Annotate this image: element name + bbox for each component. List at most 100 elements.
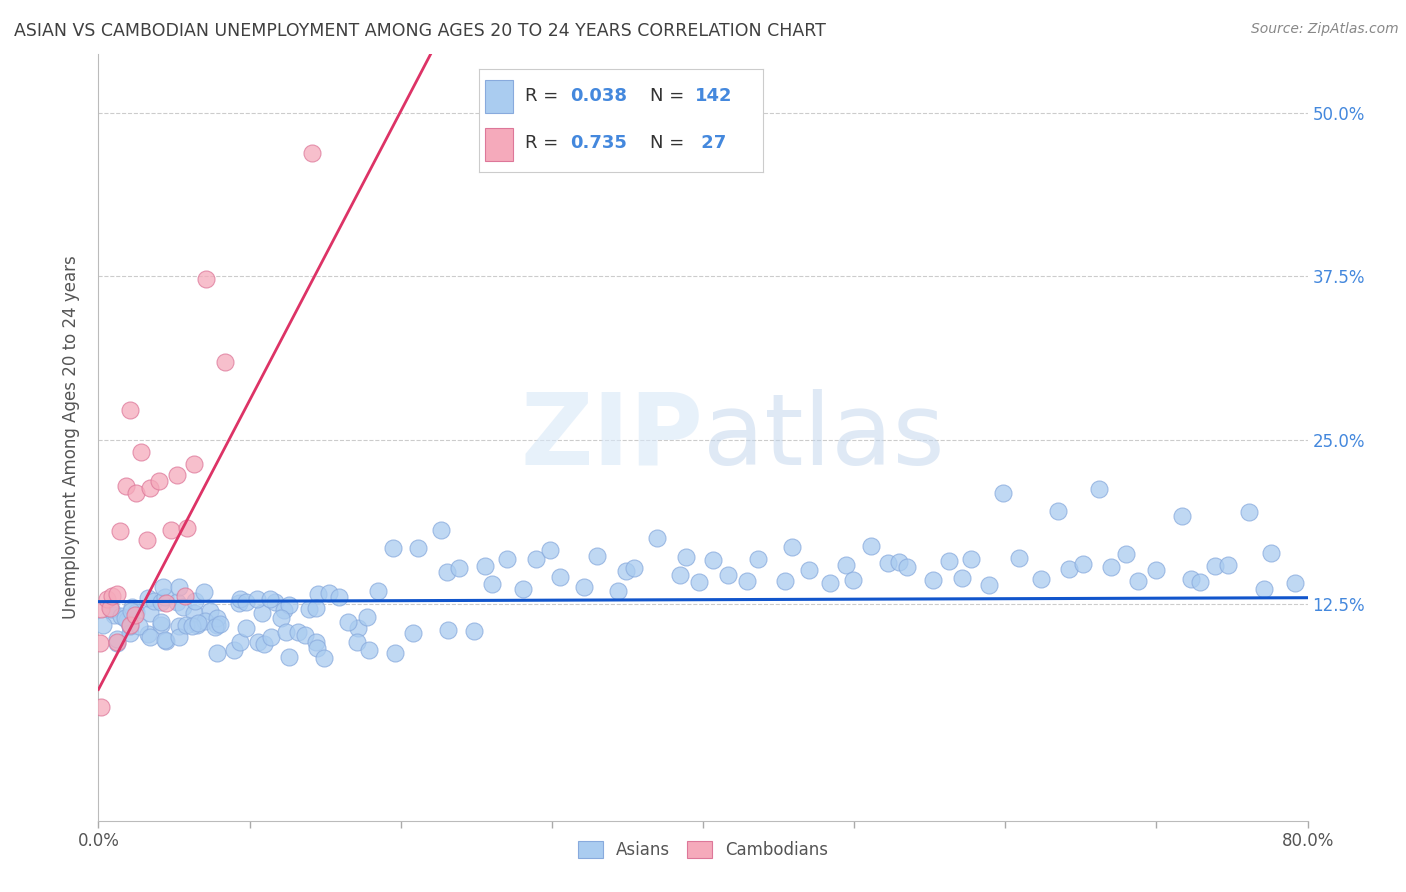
Point	[250, 606, 273, 620]
Point	[235, 621, 257, 635]
Point	[820, 576, 842, 591]
Point	[229, 591, 252, 606]
Point	[1253, 582, 1275, 596]
Point	[118, 618, 141, 632]
Point	[174, 589, 197, 603]
Point	[298, 601, 321, 615]
Point	[155, 596, 177, 610]
Point	[125, 605, 148, 619]
Point	[859, 540, 882, 554]
Text: atlas: atlas	[703, 389, 945, 485]
Point	[574, 580, 596, 594]
Point	[1115, 548, 1137, 562]
Point	[124, 608, 146, 623]
Point	[142, 594, 165, 608]
Point	[1073, 557, 1095, 571]
Point	[224, 642, 246, 657]
Point	[550, 570, 572, 584]
Point	[172, 600, 194, 615]
Point	[98, 601, 121, 615]
Point	[135, 533, 157, 548]
Point	[204, 620, 226, 634]
Point	[463, 624, 485, 639]
Point	[979, 578, 1001, 592]
Point	[139, 481, 162, 495]
Point	[775, 574, 797, 588]
Point	[274, 625, 297, 640]
Point	[150, 594, 173, 608]
Point	[669, 568, 692, 582]
Point	[359, 643, 381, 657]
Point	[90, 699, 112, 714]
Point	[960, 551, 983, 566]
Point	[842, 573, 865, 587]
Point	[260, 630, 283, 644]
Point	[384, 646, 406, 660]
Point	[623, 561, 645, 575]
Point	[184, 593, 207, 607]
Y-axis label: Unemployment Among Ages 20 to 24 years: Unemployment Among Ages 20 to 24 years	[62, 255, 80, 619]
Point	[205, 646, 228, 660]
Point	[117, 613, 139, 627]
Point	[114, 611, 136, 625]
Point	[735, 574, 758, 588]
Point	[195, 272, 218, 286]
Point	[246, 634, 269, 648]
Point	[180, 618, 202, 632]
Point	[645, 531, 668, 545]
Point	[474, 558, 496, 573]
Point	[101, 589, 124, 603]
Point	[273, 603, 295, 617]
Point	[307, 587, 329, 601]
Point	[675, 550, 697, 565]
Point	[318, 586, 340, 600]
Point	[430, 523, 453, 537]
Point	[125, 486, 148, 500]
Point	[228, 634, 250, 648]
Point	[149, 615, 172, 629]
Point	[121, 599, 143, 614]
Point	[540, 542, 562, 557]
Point	[1237, 505, 1260, 519]
Point	[337, 615, 360, 630]
Point	[481, 576, 503, 591]
Point	[278, 649, 301, 664]
Point	[876, 556, 898, 570]
Point	[496, 552, 519, 566]
Point	[167, 580, 190, 594]
Point	[129, 445, 152, 459]
Point	[105, 636, 128, 650]
Point	[110, 524, 132, 538]
Point	[155, 632, 177, 647]
Point	[228, 595, 250, 609]
Point	[747, 552, 769, 566]
Point	[1057, 562, 1080, 576]
Point	[1284, 576, 1306, 591]
Point	[887, 555, 910, 569]
Point	[152, 580, 174, 594]
Point	[1088, 482, 1111, 496]
Text: ASIAN VS CAMBODIAN UNEMPLOYMENT AMONG AGES 20 TO 24 YEARS CORRELATION CHART: ASIAN VS CAMBODIAN UNEMPLOYMENT AMONG AG…	[14, 22, 825, 40]
Point	[128, 619, 150, 633]
Point	[437, 623, 460, 637]
Point	[301, 145, 323, 160]
Point	[100, 602, 122, 616]
Point	[1171, 509, 1194, 524]
Point	[270, 611, 292, 625]
Point	[278, 598, 301, 612]
Point	[246, 591, 269, 606]
Point	[148, 475, 170, 489]
Point	[347, 621, 370, 635]
Text: ZIP: ZIP	[520, 389, 703, 485]
Point	[118, 618, 141, 632]
Point	[782, 541, 804, 555]
Point	[159, 523, 181, 537]
Point	[717, 568, 740, 582]
Point	[138, 591, 160, 605]
Point	[1008, 551, 1031, 566]
Point	[183, 606, 205, 620]
Point	[1128, 574, 1150, 589]
Point	[89, 636, 111, 650]
Point	[253, 637, 276, 651]
Point	[93, 618, 115, 632]
